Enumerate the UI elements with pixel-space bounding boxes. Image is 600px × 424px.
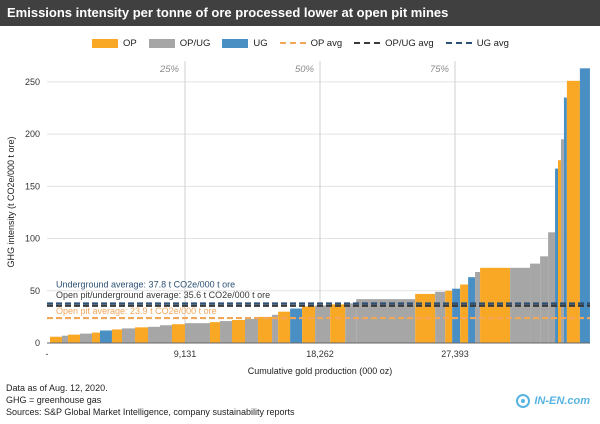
bar <box>61 335 69 343</box>
bar <box>135 327 149 343</box>
bar <box>80 333 92 343</box>
legend-item-op-ug-avg: OP/UG avg <box>354 38 434 49</box>
legend-label-ug-avg: UG avg <box>476 37 509 49</box>
tick-labels: 0 50 100 150 200 250 - 9,131 18,262 27,393 <box>25 77 469 359</box>
bar <box>302 306 316 343</box>
bar <box>50 336 62 343</box>
bar <box>290 308 303 343</box>
legend-label-op-ug-avg: OP/UG avg <box>385 37 434 49</box>
average-label: Open pit average: 23.9 t CO2e/000 t ore <box>56 306 217 316</box>
bars <box>50 68 590 344</box>
average-label: Underground average: 37.8 t CO2e/000 t o… <box>56 280 235 290</box>
bar <box>558 160 561 343</box>
legend-label-op-ug: OP/UG <box>179 37 211 49</box>
bar <box>468 277 476 343</box>
bar <box>209 322 221 343</box>
x-tick-label: 27,393 <box>441 349 469 359</box>
legend-swatch-op-ug <box>148 38 175 48</box>
note-sources: Sources: S&P Global Market Intelligence,… <box>6 407 295 417</box>
bar <box>232 320 246 343</box>
bar <box>579 68 590 344</box>
quartile-label: 75% <box>430 64 450 75</box>
bar <box>111 329 123 343</box>
bar <box>345 303 357 343</box>
bar <box>184 323 210 343</box>
gridlines <box>47 81 590 292</box>
y-tick-label: 50 <box>30 286 40 296</box>
bar <box>445 290 453 343</box>
bar <box>171 324 185 343</box>
bar <box>566 80 580 343</box>
x-tick-label: 18,262 <box>306 349 334 359</box>
bar <box>560 139 564 343</box>
quartile-label: 25% <box>159 64 180 75</box>
y-tick-label: 0 <box>35 338 40 348</box>
bar <box>452 288 461 343</box>
bar <box>272 314 279 343</box>
bar <box>122 328 136 343</box>
legend-swatch-op <box>92 38 118 48</box>
bar <box>435 291 446 343</box>
bar <box>99 330 112 343</box>
y-tick-label: 150 <box>25 181 40 191</box>
y-axis-title: GHG intensity (t CO2e/000 t ore) <box>6 136 16 267</box>
bar <box>540 256 549 343</box>
chart-notes: Data as of Aug. 12, 2020. GHG = greenhou… <box>6 382 294 418</box>
bar <box>148 326 160 343</box>
watermark-text: IN-EN.com <box>534 395 590 407</box>
note-abbreviation: GHG = greenhouse gas <box>6 395 102 405</box>
legend-item-op: OP <box>92 38 137 49</box>
legend-dash-op-avg <box>279 42 306 44</box>
quartile-label: 50% <box>295 64 315 75</box>
legend-label-op-avg: OP avg <box>310 37 343 49</box>
legend-item-ug-avg: UG avg <box>445 37 509 49</box>
legend-label-op: OP <box>123 37 137 49</box>
bar <box>330 304 346 343</box>
average-lines: Open pit average: 23.9 t CO2e/000 t ore O… <box>47 280 590 320</box>
bar <box>68 334 81 343</box>
legend-label-ug: UG <box>253 37 268 49</box>
bar <box>315 305 331 343</box>
bar <box>563 97 567 343</box>
x-axis-title: Cumulative gold production (000 oz) <box>248 366 393 376</box>
y-tick-label: 100 <box>25 234 40 244</box>
x-tick-label: - <box>46 349 49 359</box>
bar <box>555 168 559 343</box>
in-en-logo-icon <box>516 394 531 408</box>
watermark-logo: IN-EN.com <box>516 394 590 408</box>
bar <box>258 316 273 343</box>
bar <box>159 325 172 343</box>
bar <box>475 271 481 343</box>
legend: OP OP/UG UG OP avg OP/UG avg UG avg <box>92 37 521 49</box>
legend-swatch-ug <box>222 38 249 48</box>
y-tick-label: 200 <box>25 129 40 139</box>
bar <box>278 311 291 343</box>
x-tick-label: 9,131 <box>174 349 197 359</box>
bar <box>245 318 259 343</box>
legend-dash-op-ug-avg <box>354 42 381 44</box>
bar <box>548 232 556 343</box>
bar <box>91 332 100 343</box>
chart-title: Emissions intensity per tonne of ore pro… <box>7 5 449 20</box>
legend-item-ug: UG <box>222 37 268 49</box>
bar <box>480 267 511 343</box>
y-tick-label: 250 <box>25 77 40 87</box>
title-bar: Emissions intensity per tonne of ore pro… <box>0 0 600 26</box>
bar <box>460 284 469 343</box>
bar <box>220 321 233 343</box>
legend-item-op-avg: OP avg <box>279 37 343 49</box>
note-data-date: Data as of Aug. 12, 2020. <box>6 383 108 393</box>
legend-item-op-ug: OP/UG <box>148 37 211 49</box>
legend-dash-ug-avg <box>445 42 472 44</box>
average-label: Open pit/underground average: 35.6 t CO2… <box>56 290 270 300</box>
